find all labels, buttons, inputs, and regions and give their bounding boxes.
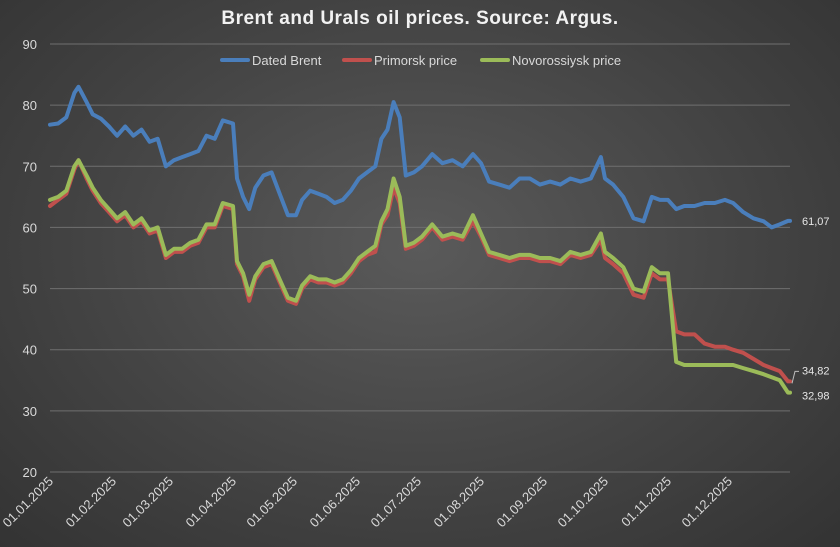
x-tick-label: 01.08.2025	[430, 474, 487, 531]
gridlines	[50, 43, 790, 473]
y-axis-ticks: 20 30 40 50 60 70 80 90	[23, 37, 37, 480]
end-value-label: 61,07	[802, 216, 830, 228]
legend-label: Novorossiysk price	[512, 53, 621, 68]
x-tick-label: 01.06.2025	[306, 474, 363, 531]
y-tick-label: 80	[23, 98, 37, 113]
series-line-3	[48, 158, 792, 395]
legend-label: Dated Brent	[252, 53, 322, 68]
x-tick-label: 01.04.2025	[182, 474, 239, 531]
series-lines	[48, 84, 792, 395]
x-tick-label: 01.07.2025	[367, 474, 424, 531]
x-tick-label: 01.02.2025	[63, 474, 120, 531]
chart-title: Brent and Urals oil prices. Source: Argu…	[221, 8, 619, 29]
y-tick-label: 70	[23, 159, 37, 174]
x-tick-label: 01.05.2025	[243, 474, 300, 531]
end-label-leader	[791, 370, 799, 384]
end-value-label: 34,82	[802, 365, 830, 377]
y-tick-label: 20	[23, 465, 37, 480]
y-tick-label: 60	[23, 220, 37, 235]
x-tick-label: 01.09.2025	[494, 474, 551, 531]
end-value-label: 32,98	[802, 391, 830, 403]
series-line-2	[48, 158, 792, 384]
x-tick-label: 01.01.2025	[0, 474, 56, 531]
end-value-labels: 61,07 34,82 32,98	[791, 216, 830, 403]
x-axis-ticks: 01.01.2025 01.02.2025 01.03.2025 01.04.2025…	[0, 474, 735, 531]
x-tick-label: 01.10.2025	[554, 474, 611, 531]
y-tick-label: 30	[23, 404, 37, 419]
y-tick-label: 50	[23, 282, 37, 297]
x-tick-label: 01.12.2025	[679, 474, 736, 531]
x-tick-label: 01.03.2025	[119, 474, 176, 531]
y-tick-label: 40	[23, 343, 37, 358]
series-line-1	[48, 84, 792, 230]
legend: Dated Brent Primorsk price Novorossiysk pr…	[220, 53, 621, 68]
y-tick-label: 90	[23, 37, 37, 52]
legend-label: Primorsk price	[374, 53, 457, 68]
x-tick-label: 01.11.2025	[618, 474, 674, 530]
